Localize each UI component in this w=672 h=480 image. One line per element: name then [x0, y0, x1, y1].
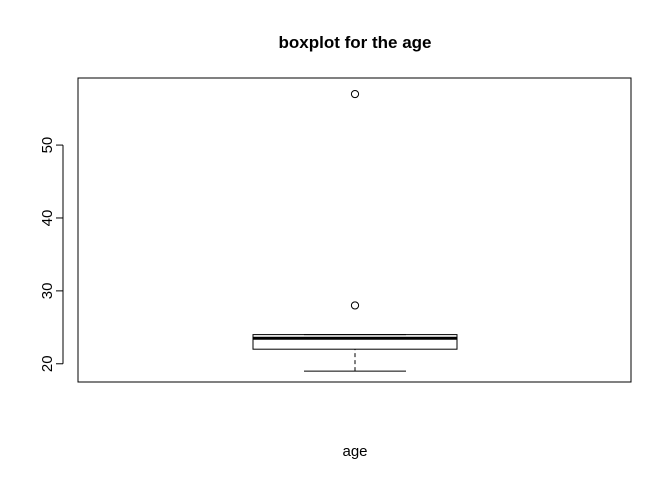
- y-tick-label: 50: [39, 137, 56, 154]
- y-tick-label: 30: [39, 283, 56, 300]
- interquartile-box: [252, 334, 458, 350]
- y-tick-label: 20: [39, 355, 56, 372]
- outlier-point: [350, 301, 360, 310]
- y-axis: 20 30 40 50: [39, 137, 64, 372]
- chart-title: boxplot for the age: [279, 33, 432, 52]
- outlier-point: [350, 89, 360, 99]
- x-axis-label: age: [342, 443, 367, 460]
- boxplot-series: [252, 89, 458, 372]
- y-tick-label: 40: [39, 210, 56, 227]
- plot-frame: [77, 77, 632, 383]
